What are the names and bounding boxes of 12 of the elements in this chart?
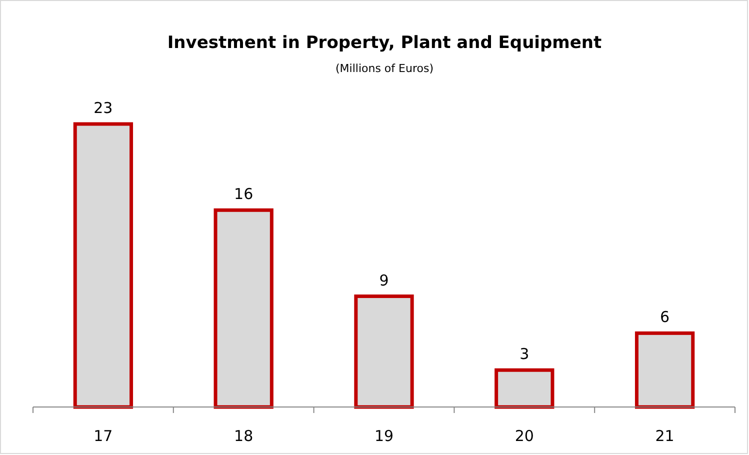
x-tick-label: 17 [94,427,113,445]
x-tick-label: 21 [655,427,674,445]
data-label: 3 [520,345,530,364]
chart-title: Investment in Property, Plant and Equipment [167,33,602,53]
data-label: 6 [660,308,670,326]
data-label: 23 [94,99,113,117]
data-label: 9 [379,271,389,290]
x-tick-label: 20 [514,427,534,445]
x-tick-label: 18 [234,427,254,445]
x-tick-label: 19 [374,427,394,445]
data-label: 16 [234,185,254,204]
chart-subtitle: (Millions of Euros) [336,62,434,75]
